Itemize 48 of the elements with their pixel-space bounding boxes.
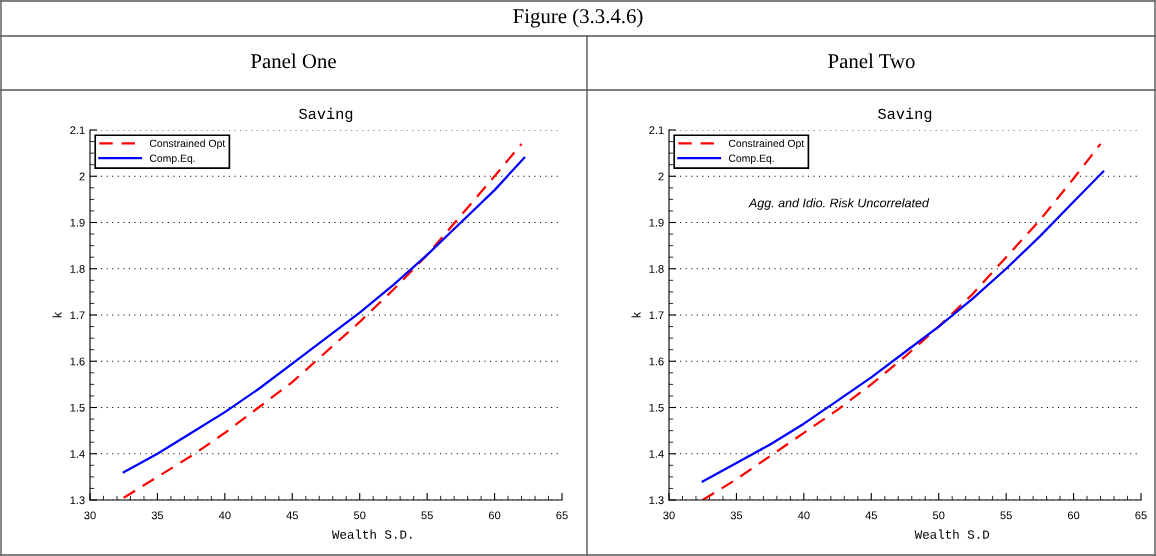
y-tick-label: 2: [658, 172, 664, 181]
x-tick-label: 30: [663, 511, 675, 520]
legend-label: Constrained Opt: [728, 139, 805, 150]
y-tick-label: 1.8: [649, 265, 664, 273]
y-tick-label: 2.1: [70, 126, 85, 135]
y-tick-label: 1.7: [649, 311, 664, 320]
y-tick-label: 1.4: [70, 450, 85, 458]
x-tick-label: 55: [1000, 511, 1012, 520]
y-tick-label: 1.5: [649, 403, 664, 412]
x-tick-label: 40: [218, 511, 231, 520]
x-tick-label: 65: [1135, 511, 1147, 520]
x-tick-label: 50: [932, 511, 945, 520]
x-tick-label: 65: [556, 511, 568, 520]
x-tick-label: 45: [286, 511, 298, 520]
y-tick-label: 1.9: [70, 218, 85, 227]
annotation: Agg. and Idio. Risk Uncorrelated: [748, 198, 930, 210]
x-tick-label: 50: [353, 511, 366, 520]
x-tick-label: 30: [84, 511, 96, 520]
x-tick-label: 35: [151, 511, 164, 520]
text: Figure (3.3.4.6): [513, 8, 643, 28]
y-tick-label: 2: [79, 172, 85, 181]
x-tick-label: 45: [865, 511, 877, 520]
y-axis-title: k: [631, 311, 641, 318]
chart-subtitle: Panel One: [251, 53, 336, 69]
y-tick-label: 1.3: [70, 496, 85, 505]
y-axis-title: k: [52, 311, 62, 318]
x-tick-label: 40: [797, 511, 810, 520]
legend-label: Comp.Eq.: [728, 154, 774, 164]
x-tick-label: 35: [730, 511, 743, 520]
chart-title: Saving: [878, 107, 932, 123]
y-tick-label: 1.6: [649, 357, 664, 366]
y-tick-label: 1.6: [70, 357, 85, 366]
x-tick-label: 55: [421, 511, 433, 520]
y-tick-label: 1.5: [70, 403, 85, 412]
y-tick-label: 2.1: [649, 126, 664, 135]
legend-label: Comp.Eq.: [149, 154, 195, 164]
chart-subtitle: Panel Two: [828, 53, 915, 69]
x-tick-label: 60: [1067, 511, 1080, 520]
x-axis-title: Wealth S.D.: [331, 529, 412, 539]
x-axis-title: Wealth S.D: [914, 529, 990, 539]
x-tick-label: 60: [488, 511, 501, 520]
y-tick-label: 1.3: [649, 496, 664, 505]
y-tick-label: 1.9: [649, 218, 664, 227]
y-tick-label: 1.8: [70, 265, 85, 273]
legend-label: Constrained Opt: [149, 139, 226, 150]
chart-title: Saving: [299, 107, 353, 123]
y-tick-label: 1.7: [70, 311, 85, 320]
y-tick-label: 1.4: [649, 450, 664, 458]
